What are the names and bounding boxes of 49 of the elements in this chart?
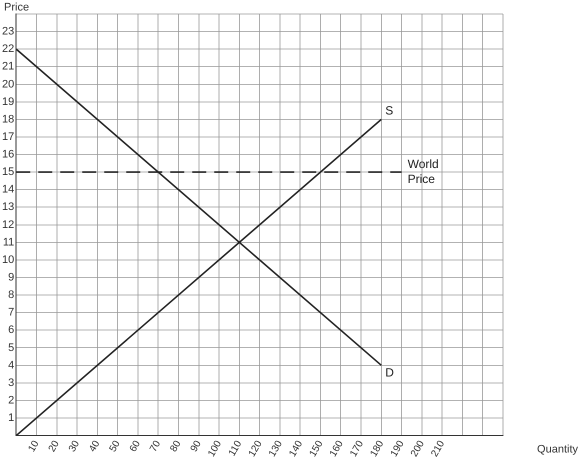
y-tick-label: 14 [2, 184, 14, 196]
y-tick-label: 4 [8, 359, 14, 372]
y-tick-label: 16 [2, 148, 14, 161]
y-tick-label: 2 [8, 394, 14, 406]
series-label: World Price [408, 156, 439, 186]
x-tick-label: 20 [46, 438, 62, 454]
x-tick-label: 130 [267, 438, 286, 459]
x-tick-label: 110 [226, 438, 245, 458]
y-tick-label: 17 [2, 130, 14, 143]
y-tick-label: 18 [2, 113, 14, 126]
y-tick-label: 3 [8, 376, 14, 389]
x-tick-label: 200 [408, 438, 428, 459]
series-label: D [385, 366, 394, 380]
y-tick-label: 11 [2, 236, 14, 248]
y-tick-label: 15 [2, 166, 14, 178]
y-tick-label: 21 [2, 60, 14, 73]
x-tick-label: 80 [168, 438, 184, 454]
y-tick-label: 22 [2, 43, 14, 56]
x-tick-label: 170 [348, 438, 366, 459]
x-tick-label: 70 [148, 438, 164, 454]
y-tick-label: 12 [2, 218, 14, 231]
y-tick-label: 23 [2, 26, 14, 38]
x-tick-label: 140 [287, 438, 306, 459]
y-tick-label: 20 [2, 78, 14, 90]
x-tick-label: 90 [188, 438, 204, 454]
x-tick-label: 50 [108, 438, 123, 454]
x-tick-label: 10 [26, 438, 42, 454]
x-tick-label: 180 [368, 438, 387, 459]
y-tick-label: 9 [8, 272, 14, 284]
series-label: S [385, 104, 394, 118]
x-tick-label: 30 [66, 438, 82, 454]
y-tick-label: 10 [2, 254, 14, 266]
y-axis-title: Price [4, 2, 30, 14]
y-tick-label: 7 [8, 306, 14, 319]
x-tick-label: 150 [308, 438, 326, 459]
x-tick-label: 40 [87, 438, 103, 454]
x-tick-label: 190 [388, 438, 407, 459]
x-tick-label: 120 [246, 438, 265, 459]
x-tick-label: 210 [429, 438, 448, 459]
x-axis-title: Quantity [537, 444, 578, 456]
y-tick-label: 19 [2, 96, 14, 108]
y-tick-label: 1 [8, 412, 14, 424]
y-tick-label: 6 [8, 324, 14, 336]
y-tick-label: 13 [2, 201, 14, 214]
x-tick-label: 160 [328, 438, 346, 459]
y-tick-label: 8 [8, 289, 14, 302]
y-tick-label: 5 [8, 342, 14, 354]
x-tick-label: 100 [206, 438, 224, 459]
x-tick-label: 60 [128, 438, 144, 454]
